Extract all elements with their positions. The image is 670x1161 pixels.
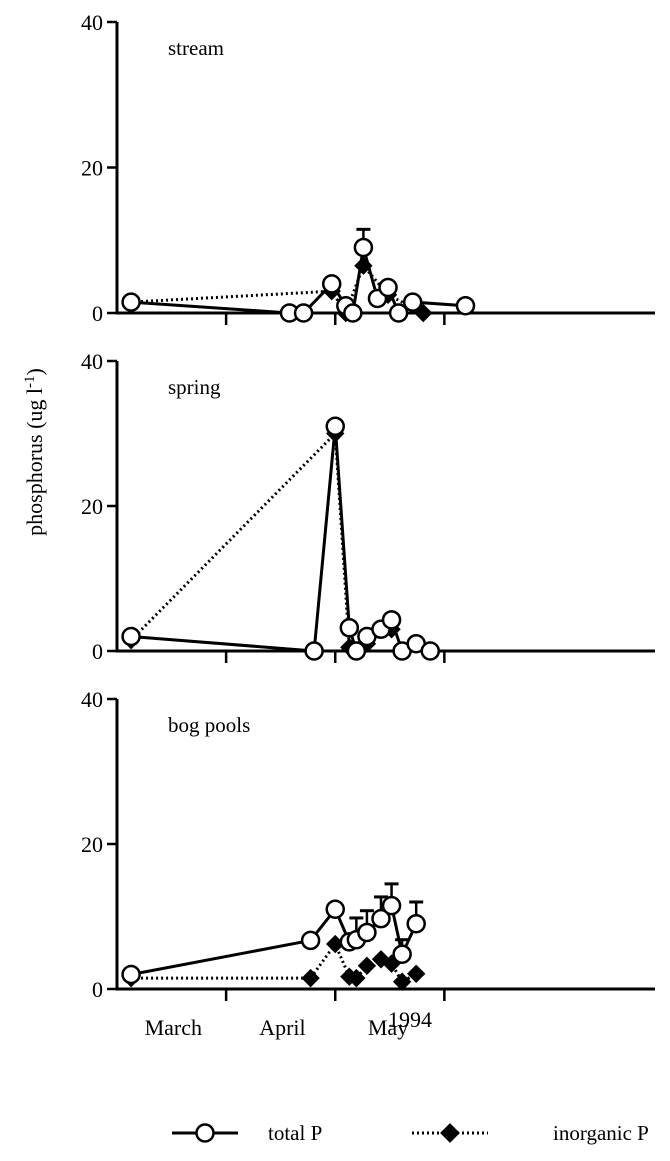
y-tick-label: 0 (92, 639, 103, 664)
panel-label: spring (168, 375, 221, 399)
total-p-point (402, 292, 423, 312)
total-p-point (420, 641, 441, 661)
total-p-point (353, 237, 374, 258)
panel-label: bog pools (168, 713, 250, 737)
legend-inorganic-label: inorganic P (553, 1121, 649, 1145)
y-tick-label: 0 (92, 301, 103, 326)
y-tick-label: 40 (81, 349, 103, 374)
x-axis-title: 1994 (388, 1007, 432, 1032)
total-p-point (381, 895, 402, 916)
inorganic-p-point (407, 964, 426, 983)
total-p-point (325, 416, 345, 436)
total-p-point (371, 908, 391, 929)
y-tick-label: 20 (81, 832, 103, 857)
inorganic-p-point (354, 256, 373, 275)
total-p-point (325, 899, 345, 919)
total-p-point (346, 641, 367, 661)
month-label: April (259, 1015, 305, 1040)
total-p-point (304, 641, 324, 661)
inorganic-p-line (131, 941, 417, 984)
legend-inorganic-marker (440, 1123, 460, 1143)
legend: total P inorganic P (172, 1121, 649, 1145)
inorganic-p-point (326, 934, 345, 954)
total-p-point (357, 922, 377, 943)
y-tick-label: 40 (81, 10, 103, 35)
y-axis-title-superscript: -1 (22, 375, 38, 388)
y-tick-label: 40 (81, 687, 103, 712)
inorganic-p-point (347, 968, 366, 988)
total-p-point (121, 292, 141, 312)
total-p-point (381, 610, 402, 630)
y-tick-label: 20 (81, 156, 103, 181)
y-axis-title: phosphorus (ug l-1) (22, 368, 47, 536)
total-p-point (293, 303, 314, 323)
inorganic-p-point (301, 968, 320, 988)
month-label: May (368, 1015, 408, 1040)
total-p-point (321, 274, 342, 294)
total-p-point (388, 303, 409, 323)
inorganic-p-point (392, 972, 412, 991)
total-p-point (343, 303, 363, 323)
legend-total-label: total P (268, 1121, 322, 1145)
y-tick-label: 20 (81, 494, 103, 519)
total-p-point (455, 295, 476, 316)
total-p-point (339, 618, 360, 638)
total-p-point (392, 944, 412, 964)
inorganic-p-line (130, 430, 393, 650)
y-axis-title-close: ) (22, 368, 47, 375)
panel-label: stream (168, 36, 224, 60)
total-p-point (406, 914, 426, 934)
total-p-point (378, 277, 398, 298)
y-axis-title-main: phosphorus (ug l (22, 388, 47, 536)
inorganic-p-point (357, 956, 377, 975)
month-label: March (145, 1015, 202, 1040)
total-p-point (300, 930, 321, 951)
total-p-point (121, 626, 141, 647)
legend-total-marker (195, 1123, 215, 1143)
total-p-point (121, 964, 141, 985)
y-tick-label: 0 (92, 977, 103, 1002)
